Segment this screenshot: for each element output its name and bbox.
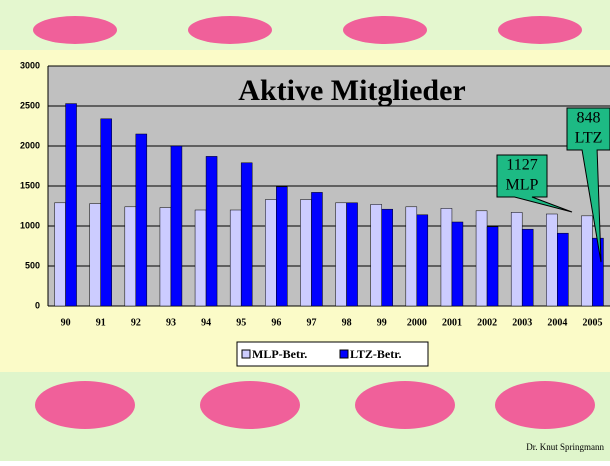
bar xyxy=(476,211,487,306)
bar xyxy=(336,203,347,306)
x-tick-label: 2000 xyxy=(407,317,427,328)
bar xyxy=(592,238,603,306)
callout-text: 1127 xyxy=(506,157,537,174)
slide: Aktive Mitglieder Dr. Knut Springmann 0 5… xyxy=(0,0,610,461)
bar xyxy=(206,156,217,306)
bar xyxy=(452,222,463,306)
x-tick-label: 2005 xyxy=(582,317,602,328)
x-tick-label: 2003 xyxy=(512,317,532,328)
x-tick-label: 2004 xyxy=(547,317,567,328)
bar xyxy=(241,163,252,306)
y-tick-label: 2000 xyxy=(20,140,40,150)
y-tick-label: 1500 xyxy=(20,180,40,190)
y-tick-label: 0 xyxy=(35,300,40,310)
legend-swatch xyxy=(242,350,250,358)
bar xyxy=(511,212,522,306)
bar xyxy=(90,204,101,306)
callout-text: 848 xyxy=(577,110,601,127)
y-tick-label: 3000 xyxy=(20,60,40,70)
bar xyxy=(300,200,311,306)
bar xyxy=(66,104,77,306)
bar xyxy=(55,203,66,306)
bar xyxy=(581,216,592,306)
bar xyxy=(487,227,498,306)
bar xyxy=(347,203,358,306)
x-tick-label: 92 xyxy=(131,317,141,328)
x-tick-label: 91 xyxy=(96,317,106,328)
bar xyxy=(276,187,287,306)
bar xyxy=(171,146,182,306)
bar xyxy=(557,233,568,306)
bar xyxy=(522,229,533,306)
bar xyxy=(417,215,428,306)
bar xyxy=(160,208,171,306)
y-tick-label: 2500 xyxy=(20,100,40,110)
x-tick-label: 90 xyxy=(61,317,71,328)
x-tick-label: 98 xyxy=(342,317,352,328)
x-tick-label: 97 xyxy=(306,317,316,328)
bar xyxy=(195,210,206,306)
bar xyxy=(265,200,276,306)
legend-label: MLP-Betr. xyxy=(252,347,307,361)
bar xyxy=(546,214,557,306)
x-tick-label: 99 xyxy=(377,317,387,328)
y-tick-label: 500 xyxy=(25,260,40,270)
bar xyxy=(371,204,382,306)
bar xyxy=(382,209,393,306)
footer: Dr. Knut Springmann xyxy=(526,442,604,452)
bar xyxy=(441,208,452,306)
x-tick-label: 93 xyxy=(166,317,176,328)
bar xyxy=(311,192,322,306)
callout-text: LTZ xyxy=(575,130,603,147)
legend-label: LTZ-Betr. xyxy=(350,347,401,361)
bar xyxy=(406,207,417,306)
callout-text: MLP xyxy=(506,177,539,194)
x-tick-label: 95 xyxy=(236,317,246,328)
bar xyxy=(125,207,136,306)
x-tick-label: 2001 xyxy=(442,317,462,328)
bar xyxy=(136,134,147,306)
x-tick-label: 96 xyxy=(271,317,281,328)
chart-title: Aktive Mitglieder xyxy=(238,74,465,107)
legend-swatch xyxy=(340,350,348,358)
bar xyxy=(101,119,112,306)
bar xyxy=(230,210,241,306)
x-tick-label: 2002 xyxy=(477,317,497,328)
x-tick-label: 94 xyxy=(201,317,211,328)
y-tick-label: 1000 xyxy=(20,220,40,230)
